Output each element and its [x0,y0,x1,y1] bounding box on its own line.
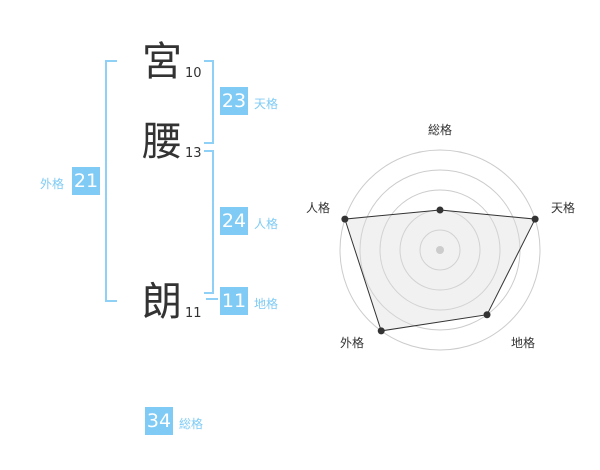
jinkaku-label: 人格 [254,217,279,231]
radar-point [341,215,349,223]
gaikaku-value: 21 [72,167,100,195]
radar-point [377,327,385,335]
radar-center [436,246,444,254]
radar-area [344,209,536,332]
stroke-count-2: 13 [185,146,202,161]
stroke-count-3: 11 [185,306,202,321]
axis-label-gaikaku: 外格 [340,335,364,350]
chikaku-value: 11 [220,287,248,315]
name-char-2: 腰 [142,119,182,165]
name-char-1: 宮 [142,39,182,85]
radar-ring [379,189,501,311]
radar-point [436,206,444,214]
radar-ring [339,149,541,351]
gaikaku-label: 外格 [40,177,65,191]
stroke-count-1: 10 [185,66,202,81]
axis-label-soukaku: 総格 [428,122,452,137]
chikaku-connector [206,298,218,300]
jinkaku-value: 24 [220,207,248,235]
gaikaku-bracket [105,60,117,302]
radar-point [531,215,539,223]
chikaku-label: 地格 [254,297,279,311]
axis-label-jinkaku: 人格 [306,200,330,215]
soukaku-label: 総格 [179,417,204,431]
tenkaku-bracket [204,60,214,144]
tenkaku-value: 23 [220,87,248,115]
name-char-3: 朗 [142,279,182,325]
axis-label-tenkaku: 天格 [551,200,575,215]
tenkaku-label: 天格 [254,97,279,111]
jinkaku-bracket [204,150,214,294]
axis-label-chikaku: 地格 [511,335,535,350]
radar-ring [419,229,461,271]
radar-point [483,311,491,319]
soukaku-value: 34 [145,407,173,435]
